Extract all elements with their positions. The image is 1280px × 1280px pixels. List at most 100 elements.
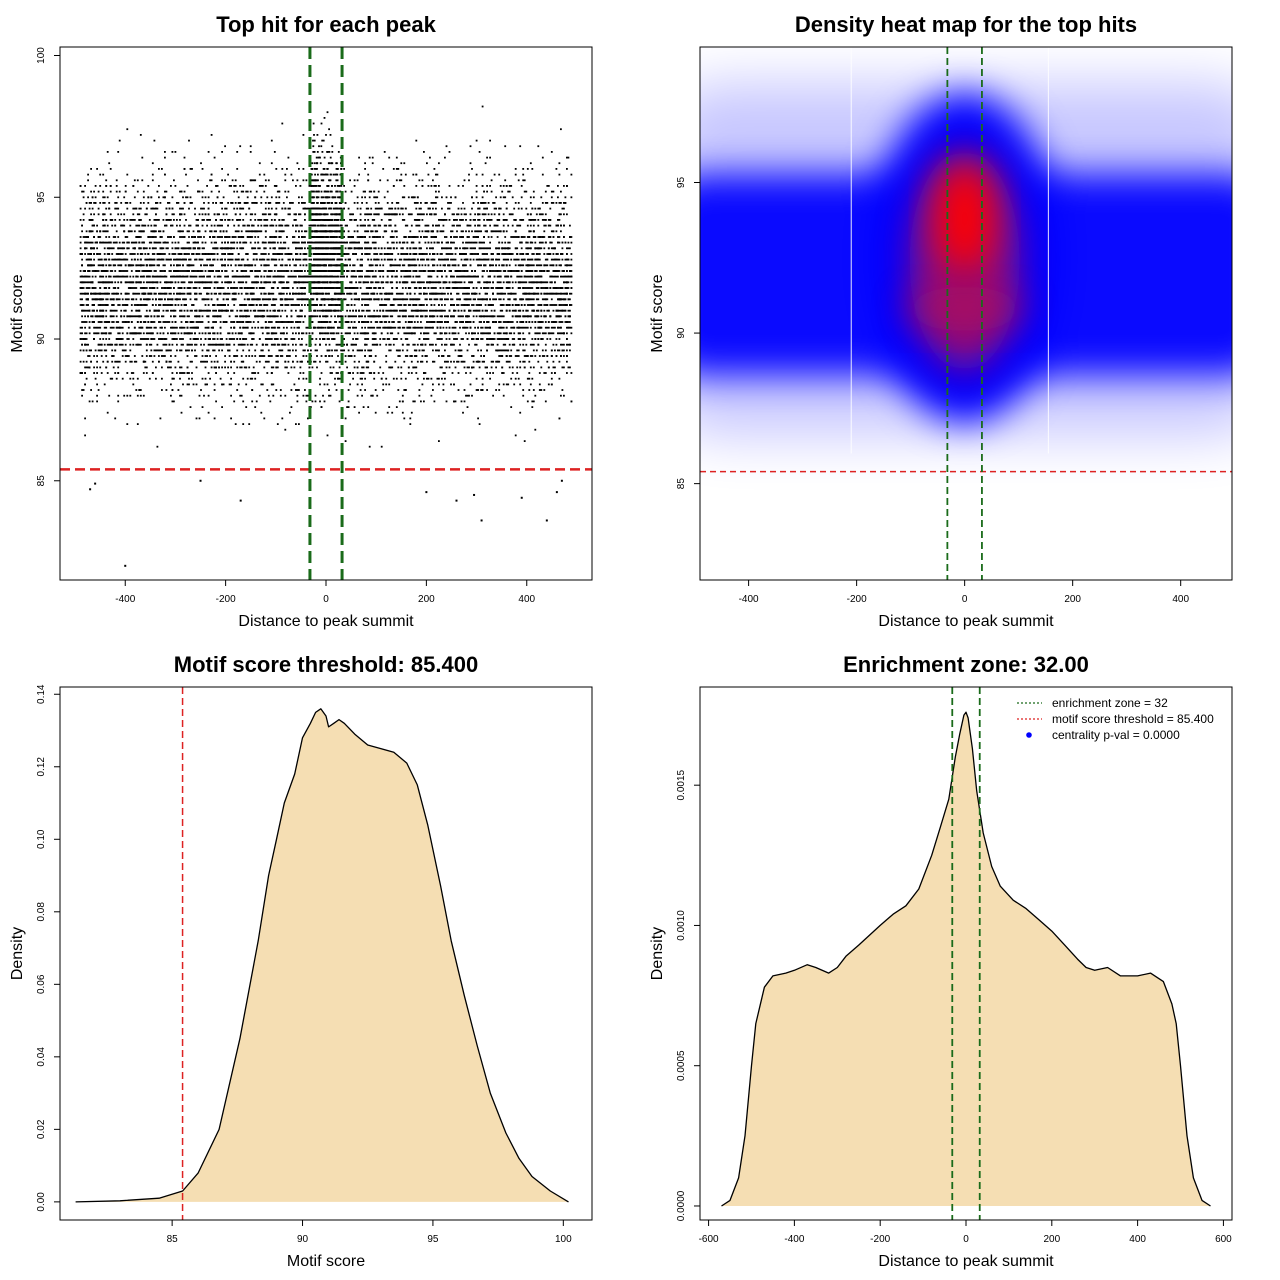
scatter-point (389, 213, 392, 216)
scatter-point (531, 275, 534, 278)
scatter-point (410, 298, 413, 301)
scatter-point (117, 372, 120, 374)
scatter-point (93, 366, 95, 369)
scatter-point (272, 287, 275, 289)
scatter-point (420, 202, 422, 204)
scatter-point (376, 298, 379, 301)
scatter-point (367, 173, 370, 176)
scatter-point (462, 326, 464, 329)
scatter-point (264, 247, 267, 250)
scatter-point (282, 326, 285, 329)
scatter-point (148, 332, 151, 335)
scatter-point (299, 292, 302, 295)
scatter-point (304, 292, 306, 295)
scatter-point (365, 253, 368, 255)
scatter-point (112, 309, 115, 312)
scatter-point (252, 298, 255, 301)
scatter-point (85, 292, 88, 295)
scatter-point (118, 190, 121, 193)
scatter-point (84, 241, 86, 244)
scatter-point (459, 321, 461, 323)
scatter-point (121, 332, 124, 335)
scatter-point (139, 287, 142, 289)
scatter-point (550, 241, 553, 244)
scatter-point (264, 219, 267, 221)
scatter-point (177, 281, 180, 284)
scatter-point (514, 258, 517, 261)
scatter-point (282, 270, 285, 272)
scatter-point (304, 230, 306, 233)
scatter-point (489, 156, 491, 159)
scatter-point (365, 287, 368, 289)
scatter-point (233, 400, 236, 403)
scatter-point (298, 258, 300, 261)
scatter-point (480, 315, 482, 318)
scatter-point (112, 247, 115, 250)
scatter-point (100, 304, 103, 306)
scatter-point (273, 332, 276, 335)
scatter-point (508, 343, 511, 346)
scatter-point (392, 343, 395, 346)
scatter-point (373, 253, 376, 255)
scatter-point (376, 394, 379, 397)
scatter-point (409, 417, 412, 420)
scatter-point (155, 275, 157, 278)
scatter-point (189, 309, 192, 312)
scatter-point (558, 236, 561, 238)
scatter-point (359, 213, 362, 216)
scatter-point (139, 343, 142, 346)
scatter-point (472, 258, 475, 261)
scatter-point (206, 298, 208, 301)
scatter-point (200, 264, 202, 267)
scatter-point (322, 321, 324, 323)
scatter-point (376, 264, 379, 267)
scatter-point (298, 338, 300, 340)
scatter-point (554, 281, 556, 284)
scatter-point (188, 343, 190, 346)
scatter-point (195, 338, 198, 340)
scatter-point (558, 332, 561, 335)
scatter-point (383, 213, 386, 216)
scatter-point (463, 298, 466, 301)
scatter-point (213, 343, 216, 346)
scatter-point (287, 281, 290, 284)
scatter-point (504, 292, 507, 295)
scatter-point (474, 236, 476, 238)
scatter-point (361, 372, 363, 374)
scatter-point (195, 321, 198, 323)
scatter-point (234, 202, 237, 204)
scatter-point (481, 360, 484, 363)
scatter-point (426, 236, 428, 238)
scatter-point (263, 219, 266, 221)
scatter-point (397, 326, 400, 329)
scatter-point (216, 315, 219, 318)
scatter-point (462, 230, 464, 233)
scatter-point (162, 270, 165, 272)
scatter-point (183, 326, 186, 329)
scatter-point (448, 247, 451, 250)
scatter-point (382, 168, 385, 170)
scatter-point (420, 253, 422, 255)
scatter-point (127, 315, 130, 318)
scatter-point (373, 224, 376, 227)
scatter-point (215, 247, 217, 250)
scatter-point (289, 258, 291, 261)
scatter-point (287, 355, 290, 357)
scatter-point (404, 253, 407, 255)
scatter-point (254, 264, 257, 267)
scatter-point (401, 213, 404, 216)
scatter-point (79, 207, 82, 210)
scatter-point (145, 349, 148, 352)
scatter-point (471, 338, 473, 340)
scatter-point (459, 355, 461, 357)
scatter-point (397, 315, 400, 318)
scatter-point (487, 219, 490, 221)
scatter-point (400, 292, 403, 295)
scatter-point (453, 275, 455, 278)
scatter-point (138, 281, 141, 284)
scatter-point (81, 309, 83, 312)
scatter-point (407, 287, 410, 289)
scatter-point (136, 258, 139, 261)
scatter-point (276, 309, 279, 312)
scatter-point (224, 253, 226, 255)
